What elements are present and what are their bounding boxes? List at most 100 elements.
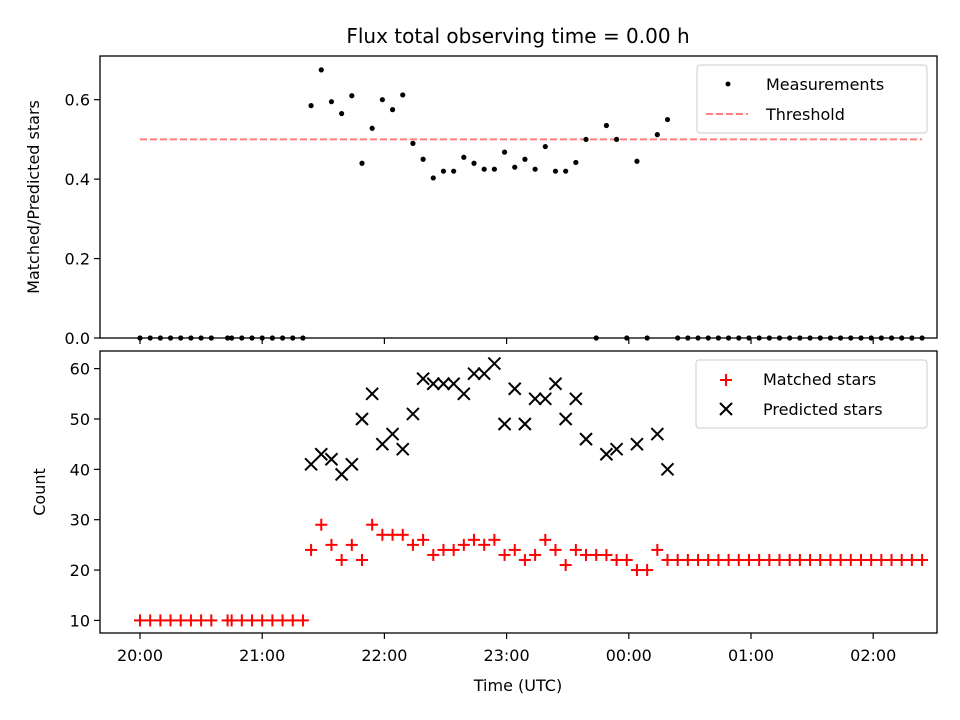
matched-stars-point [396, 528, 409, 541]
measurement-point [400, 92, 406, 98]
legend-predicted-marker [719, 402, 733, 416]
legend-predicted-label: Predicted stars [763, 400, 883, 419]
matched-stars-point [468, 533, 481, 546]
predicted-stars-point [396, 442, 410, 456]
matched-stars-point [712, 553, 725, 566]
predicted-stars-point [406, 407, 420, 421]
predicted-stars-point [528, 392, 542, 406]
matched-stars-point [895, 553, 908, 566]
predicted-stars-point [304, 457, 318, 472]
matched-stars-point [205, 614, 218, 627]
matched-stars-point [783, 553, 796, 566]
predicted-stars-point [324, 452, 339, 466]
matched-stars-point [457, 538, 470, 551]
matched-stars-point [488, 533, 501, 546]
matched-stars-point [235, 614, 248, 627]
top-legend-box [696, 64, 928, 134]
matched-stars-point [225, 614, 238, 627]
chart-title: Flux total observing time = 0.00 h [346, 24, 689, 48]
measurement-point [328, 99, 335, 105]
matched-stars-point [134, 614, 146, 627]
predicted-stars-point [508, 382, 522, 396]
matched-stars-point [580, 548, 593, 561]
matched-stars-point [844, 553, 857, 566]
predicted-stars-point [334, 467, 349, 482]
bottom-y-axis-label: Count [30, 468, 49, 516]
measurement-point [389, 107, 396, 113]
bottom-xtick-label: 01:00 [728, 646, 774, 665]
measurement-point [583, 136, 589, 143]
predicted-stars-point [660, 462, 675, 477]
predicted-stars-point [599, 447, 614, 461]
predicted-stars-point [355, 412, 369, 426]
matched-stars-point [692, 553, 705, 566]
predicted-stars-point [630, 437, 644, 451]
measurement-point [563, 168, 569, 174]
matched-stars-point [164, 614, 177, 627]
matched-stars-point [276, 614, 289, 627]
predicted-stars-point [579, 432, 593, 446]
bottom-legend-box [695, 359, 928, 429]
measurement-point [491, 166, 497, 172]
predicted-stars-point [558, 412, 573, 426]
predicted-stars-point [518, 417, 532, 431]
matched-stars-point [773, 553, 786, 566]
matched-stars-point [266, 614, 279, 627]
top-ytick-label: 0.2 [65, 250, 90, 269]
matched-stars-point [722, 553, 735, 566]
top-ytick-label: 0.4 [65, 170, 90, 189]
measurement-point [481, 166, 487, 172]
predicted-stars-point [416, 371, 430, 386]
measurement-point [318, 67, 324, 73]
bottom-xtick-label: 00:00 [606, 646, 652, 665]
predicted-stars-point [345, 457, 359, 472]
matched-stars-point [427, 548, 440, 561]
bottom-plot-frame [99, 350, 938, 634]
measurement-point [613, 136, 620, 143]
measurement-point [410, 140, 416, 146]
legend-measurements-label: Measurements [766, 75, 884, 94]
legend-measurements-marker [725, 81, 731, 87]
matched-stars-point [256, 614, 269, 627]
matched-stars-point [366, 518, 379, 531]
matched-stars-point [610, 553, 623, 566]
bottom-panel: 10 20 30 40 50 60 20:00 21:00 22:00 23:00 00:00 01… [30, 350, 938, 695]
measurement-point [603, 122, 609, 129]
matched-stars-point [753, 553, 766, 566]
predicted-stars-point [650, 427, 665, 441]
predicted-stars-point [609, 442, 624, 456]
matched-stars-point [763, 553, 776, 566]
predicted-stars-point [487, 356, 502, 371]
matched-stars-point [508, 543, 521, 556]
predicted-stars-point [436, 377, 451, 391]
bottom-xtick-label: 23:00 [484, 646, 530, 665]
measurement-point [461, 154, 467, 160]
top-y-axis-label: Matched/Predicted stars [24, 100, 43, 294]
matched-stars-point [184, 614, 197, 627]
bottom-ytick-label: 50 [70, 410, 90, 429]
top-ytick-label: 0.6 [65, 91, 90, 110]
bottom-ytick-label: 20 [70, 561, 90, 580]
matched-stars-point [834, 553, 847, 566]
measurement-point [359, 160, 365, 166]
matched-stars-point [437, 543, 450, 556]
measurement-point [634, 158, 640, 164]
matched-stars-point [345, 538, 358, 551]
predicted-stars-point [548, 377, 563, 391]
matched-stars-point [549, 543, 562, 556]
bottom-xtick-label: 21:00 [239, 646, 285, 665]
matched-stars-point [620, 553, 633, 566]
predicted-stars-point [467, 366, 481, 381]
matched-stars-point [559, 559, 572, 572]
matched-stars-point [661, 553, 674, 566]
predicted-stars-point [538, 392, 553, 406]
matched-stars-point [814, 553, 827, 566]
matched-stars-point [246, 614, 259, 627]
measurement-point [542, 143, 548, 150]
bottom-ytick-label: 60 [70, 360, 90, 379]
measurement-point [339, 110, 345, 117]
matched-stars-point [376, 528, 389, 541]
matched-stars-point [590, 548, 603, 561]
measurement-point [451, 168, 457, 174]
